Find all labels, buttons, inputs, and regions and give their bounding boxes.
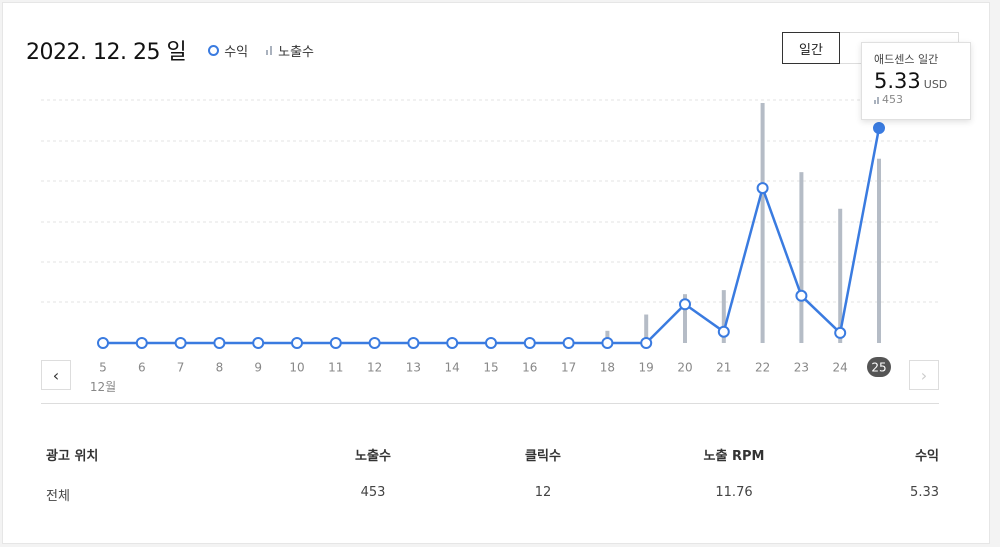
tooltip-value-row: 5.33 USD xyxy=(874,69,958,93)
table-header-row: 광고 위치 노출수 클릭수 노출 RPM 수익 xyxy=(41,438,939,478)
x-tick-label: 22 xyxy=(755,361,770,375)
x-tick-label: 10 xyxy=(289,361,304,375)
tooltip-impressions: 453 xyxy=(882,93,903,106)
revenue-point xyxy=(252,337,265,349)
revenue-point xyxy=(291,337,303,349)
chart-tooltip: 애드센스 일간 5.33 USD 453 xyxy=(861,42,971,120)
revenue-point xyxy=(368,337,381,349)
revenue-point xyxy=(329,337,342,349)
table-header-cell: 노출 RPM xyxy=(703,449,765,464)
revenue-point xyxy=(407,337,420,349)
revenue-legend-icon xyxy=(208,44,220,56)
revenue-point xyxy=(446,337,459,349)
date-title: 2022. 12. 25 일 xyxy=(26,40,187,65)
impression-bar xyxy=(760,103,765,343)
chart-grid xyxy=(41,99,941,303)
x-tick-label: 19 xyxy=(639,361,654,375)
x-tick-label: 15 xyxy=(483,361,498,375)
tooltip-title: 애드센스 일간 xyxy=(874,53,939,66)
x-tick-label: 17 xyxy=(561,361,576,375)
x-tick-label: 24 xyxy=(833,361,848,375)
x-tick-label: 12 xyxy=(367,361,382,375)
chart-header: 2022. 12. 25 일 수익 노출수 xyxy=(26,34,314,66)
legend-impressions-label: 노출수 xyxy=(278,44,314,60)
revenue-point xyxy=(601,337,614,349)
tooltip-unit: USD xyxy=(923,78,948,91)
impression-bar xyxy=(644,314,649,343)
revenue-point xyxy=(174,337,187,349)
tooltip-impressions-row: 453 xyxy=(874,93,958,106)
chevron-left-icon: ‹ xyxy=(52,365,60,385)
impression-bar xyxy=(605,330,610,343)
x-tick-label: 20 xyxy=(677,361,692,375)
x-month-label: 12월 xyxy=(90,380,116,394)
table-header-cell: 수익 xyxy=(915,449,939,464)
x-tick-label: 11 xyxy=(328,361,343,375)
revenue-point xyxy=(717,325,730,338)
table-header-cell: 클릭수 xyxy=(525,449,561,464)
chart-legend: 수익 노출수 xyxy=(208,41,314,60)
x-tick-label: 5 xyxy=(99,361,107,375)
impressions-mini-icon xyxy=(874,96,879,104)
revenue-point xyxy=(523,337,536,349)
revenue-point xyxy=(834,326,847,339)
revenue-point xyxy=(795,289,808,302)
impression-bar xyxy=(877,158,881,343)
table-cell: 453 xyxy=(360,485,386,500)
impressions-legend-icon xyxy=(266,45,273,55)
x-tick-label: 8 xyxy=(216,361,224,375)
table-cell: 5.33 xyxy=(910,485,939,500)
revenue-point xyxy=(213,337,226,349)
revenue-point-active xyxy=(873,122,885,134)
x-tick-label: 16 xyxy=(522,361,537,375)
revenue-point xyxy=(679,298,691,311)
chevron-right-icon: › xyxy=(920,365,928,385)
revenue-point xyxy=(756,182,769,195)
x-tick-label: 23 xyxy=(794,361,809,375)
x-tick-label: 6 xyxy=(138,361,146,375)
x-tick-label-active: 25 xyxy=(871,361,886,375)
impression-bar xyxy=(683,294,687,343)
x-label-active-badge xyxy=(867,357,891,377)
x-tick-label: 21 xyxy=(716,361,731,375)
next-page-button[interactable]: › xyxy=(909,360,939,390)
x-tick-label: 13 xyxy=(406,361,421,375)
prev-page-button[interactable]: ‹ xyxy=(41,360,71,390)
daily-button[interactable]: 일간 xyxy=(782,32,840,64)
report-card xyxy=(2,2,990,544)
section-divider xyxy=(41,403,939,404)
x-tick-label: 18 xyxy=(600,361,615,375)
revenue-points xyxy=(97,122,885,349)
impression-bar xyxy=(799,172,804,343)
legend-revenue-label: 수익 xyxy=(224,44,249,60)
table-header-cell: 노출수 xyxy=(355,449,391,464)
table-row: 전체 453 12 11.76 5.33 xyxy=(41,478,939,518)
impression-bar xyxy=(721,290,726,343)
x-tick-label: 7 xyxy=(177,361,185,375)
table-cell: 12 xyxy=(534,485,552,500)
revenue-point xyxy=(135,337,148,349)
revenue-point xyxy=(97,337,109,349)
revenue-point xyxy=(562,337,575,349)
table-header-cell: 광고 위치 xyxy=(46,449,99,464)
x-tick-label: 14 xyxy=(445,361,460,375)
revenue-point xyxy=(485,337,497,349)
x-tick-label: 9 xyxy=(254,361,262,375)
impression-bar xyxy=(838,208,843,343)
x-axis-labels: 5 6 7 8 9 10 11 12 13 14 15 16 17 18 19 20 21 22 23 24 25 12월 xyxy=(90,357,891,394)
tooltip-value: 5.33 xyxy=(874,69,921,93)
table-cell: 11.76 xyxy=(715,485,753,500)
revenue-point xyxy=(640,337,653,349)
impression-bars xyxy=(605,103,881,343)
table-cell: 전체 xyxy=(46,489,70,504)
summary-table: 광고 위치 노출수 클릭수 노출 RPM 수익 전체 453 12 11.76 … xyxy=(41,438,939,518)
